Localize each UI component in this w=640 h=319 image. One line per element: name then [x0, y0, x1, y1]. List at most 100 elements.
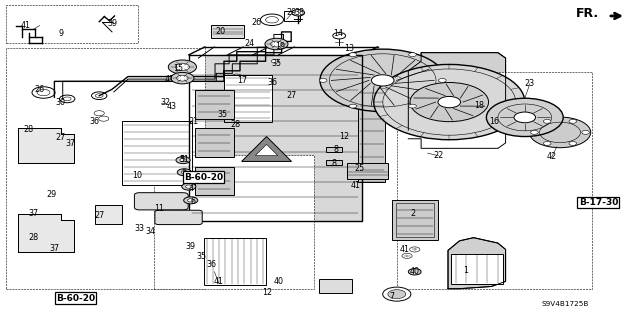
Text: 11: 11 [154, 204, 164, 213]
Bar [224, 75, 272, 122]
Bar [347, 163, 388, 179]
Circle shape [232, 74, 242, 79]
Text: 9: 9 [58, 29, 63, 38]
Bar [195, 167, 234, 195]
Circle shape [186, 185, 192, 188]
Circle shape [582, 130, 589, 134]
Text: 41: 41 [399, 245, 410, 254]
Circle shape [177, 169, 191, 176]
Bar [122, 121, 192, 185]
Circle shape [531, 130, 538, 134]
Circle shape [410, 83, 488, 122]
Bar [6, 5, 138, 43]
Text: B-17-30: B-17-30 [579, 198, 618, 207]
Bar [397, 72, 592, 289]
Text: 40: 40 [273, 277, 284, 286]
Text: 21: 21 [188, 117, 198, 126]
Polygon shape [18, 128, 74, 163]
Circle shape [388, 290, 406, 299]
Circle shape [383, 287, 411, 301]
Text: 26: 26 [251, 18, 261, 27]
Text: 28: 28 [230, 120, 241, 129]
Text: 41: 41 [350, 181, 360, 189]
Bar [195, 128, 234, 157]
Text: 18: 18 [474, 101, 484, 110]
Circle shape [402, 253, 412, 258]
Polygon shape [408, 53, 506, 148]
Circle shape [408, 269, 421, 275]
Text: FR.: FR. [576, 7, 599, 20]
Text: 8: 8 [332, 159, 337, 168]
Circle shape [349, 104, 356, 108]
Bar [396, 203, 434, 237]
Text: 1: 1 [463, 266, 468, 275]
Text: 8: 8 [333, 145, 339, 154]
Text: 41: 41 [20, 21, 31, 30]
Text: 36: 36 [267, 78, 277, 87]
Text: 28: 28 [28, 233, 38, 242]
Circle shape [99, 116, 109, 121]
Text: 40: 40 [410, 267, 420, 276]
Text: S9V4B1725B: S9V4B1725B [541, 301, 589, 307]
Text: 27: 27 [56, 133, 66, 142]
Text: B-60-20: B-60-20 [184, 173, 223, 182]
Text: 17: 17 [237, 76, 247, 85]
Circle shape [180, 159, 186, 162]
Text: 16: 16 [489, 117, 499, 126]
Circle shape [320, 49, 445, 112]
Text: 22: 22 [433, 151, 444, 160]
Text: 2: 2 [410, 209, 415, 218]
Bar [211, 25, 244, 38]
Bar [451, 254, 503, 284]
Text: 6: 6 [191, 197, 196, 206]
Circle shape [188, 199, 194, 202]
Text: 23: 23 [525, 79, 535, 88]
Text: 29: 29 [46, 190, 56, 199]
Text: 27: 27 [94, 211, 104, 220]
Text: 36: 36 [206, 260, 216, 269]
Text: 38: 38 [294, 8, 305, 17]
Bar [204, 238, 266, 285]
Text: 36: 36 [90, 117, 100, 126]
Circle shape [410, 247, 420, 252]
Text: 37: 37 [28, 209, 38, 218]
Text: 41: 41 [214, 277, 224, 286]
Circle shape [333, 33, 346, 39]
Circle shape [171, 72, 194, 84]
Circle shape [438, 78, 446, 82]
Circle shape [371, 75, 394, 86]
Text: 31: 31 [179, 155, 189, 164]
Text: B-60-20: B-60-20 [56, 294, 95, 303]
Circle shape [176, 157, 190, 164]
Circle shape [175, 63, 189, 70]
Circle shape [514, 112, 536, 123]
Text: 24: 24 [244, 39, 255, 48]
Circle shape [409, 104, 417, 108]
Text: 33: 33 [134, 224, 145, 233]
Circle shape [529, 117, 591, 148]
Text: 43: 43 [166, 102, 177, 111]
Circle shape [260, 14, 284, 26]
Bar [319, 279, 352, 293]
Text: 30: 30 [56, 98, 66, 107]
Polygon shape [255, 145, 278, 156]
Text: 25: 25 [355, 164, 365, 173]
Text: 39: 39 [107, 19, 117, 28]
Circle shape [271, 41, 282, 47]
Polygon shape [448, 238, 506, 289]
Circle shape [219, 114, 227, 117]
Circle shape [374, 64, 525, 140]
Text: 3: 3 [182, 169, 187, 178]
Bar [284, 11, 300, 21]
Bar [326, 160, 342, 165]
FancyBboxPatch shape [155, 210, 202, 225]
Circle shape [92, 92, 107, 100]
Text: 39: 39 [186, 242, 196, 251]
Text: 15: 15 [173, 64, 183, 73]
Text: 42: 42 [547, 152, 557, 161]
Bar [95, 205, 122, 224]
Text: 14: 14 [333, 29, 343, 38]
Circle shape [543, 119, 551, 123]
Circle shape [319, 78, 327, 82]
Circle shape [265, 38, 288, 50]
